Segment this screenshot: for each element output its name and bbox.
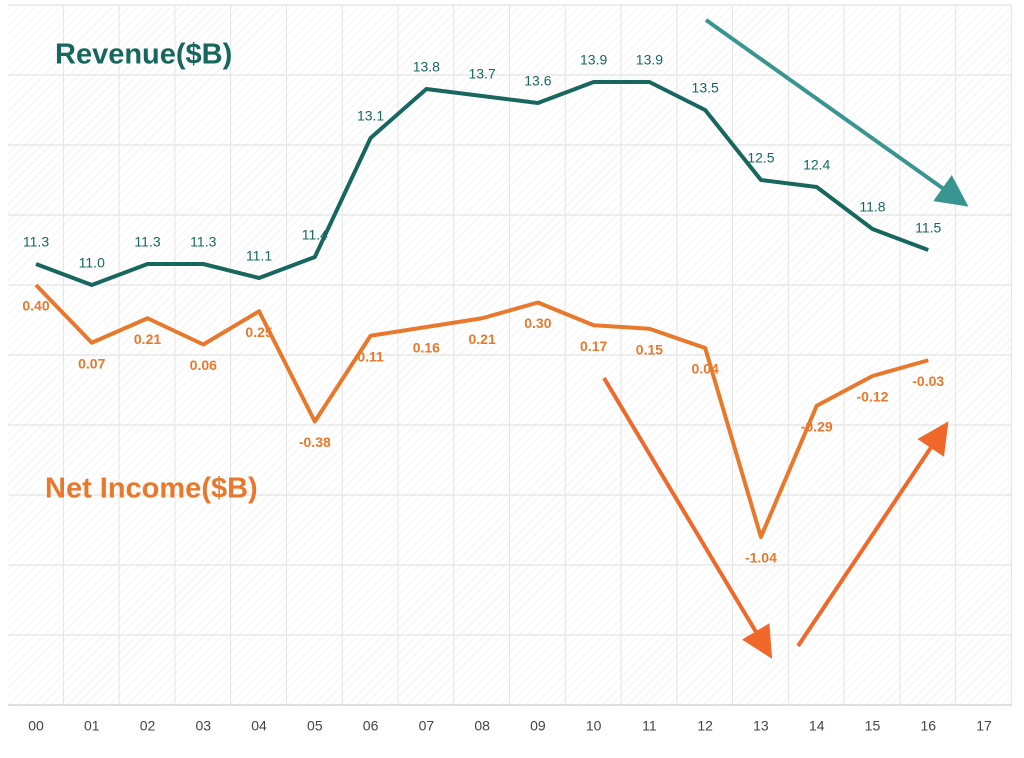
data-label: 11.0 <box>79 255 105 271</box>
x-tick-label: 08 <box>474 718 490 734</box>
series-title: Net Income($B) <box>45 473 258 505</box>
data-label: -0.38 <box>299 434 331 450</box>
data-label: 0.06 <box>190 357 217 373</box>
data-label: 13.6 <box>524 73 551 89</box>
data-label: 13.1 <box>357 108 384 124</box>
series-line <box>34 283 929 539</box>
x-tick-label: 17 <box>976 718 992 734</box>
data-label: 13.9 <box>580 52 607 68</box>
data-label: 0.17 <box>580 338 607 354</box>
x-tick-label: 15 <box>865 718 881 734</box>
data-label: -0.03 <box>912 373 944 389</box>
x-tick-label: 00 <box>28 718 44 734</box>
data-label: 11.1 <box>246 248 272 264</box>
trend-arrow <box>704 18 969 207</box>
data-label: 0.25 <box>245 324 272 340</box>
data-label: 13.8 <box>413 59 440 75</box>
x-tick-label: 09 <box>530 718 546 734</box>
x-tick-label: 01 <box>84 718 100 734</box>
data-label: 13.5 <box>692 80 719 96</box>
x-tick-label: 07 <box>419 718 435 734</box>
x-tick-label: 11 <box>642 718 657 734</box>
data-label: 11.8 <box>859 199 885 215</box>
x-tick-label: 14 <box>809 718 825 734</box>
data-label: 11.3 <box>190 234 216 250</box>
data-label: 0.40 <box>22 298 49 314</box>
series-line <box>35 80 929 287</box>
x-tick-label: 02 <box>140 718 156 734</box>
trend-arrow <box>602 376 773 659</box>
data-label: 11.3 <box>23 234 49 250</box>
data-label: 11.4 <box>302 227 328 243</box>
x-tick-label: 16 <box>920 718 936 734</box>
data-label: 0.30 <box>524 315 551 331</box>
data-label: -1.04 <box>745 550 777 566</box>
data-label: 0.11 <box>357 348 384 364</box>
x-tick-label: 06 <box>363 718 379 734</box>
x-tick-label: 10 <box>586 718 602 734</box>
x-tick-label: 03 <box>196 718 212 734</box>
data-label: 13.9 <box>636 52 663 68</box>
data-label: -0.29 <box>801 418 833 434</box>
data-label: 0.21 <box>134 331 161 347</box>
data-label: 0.04 <box>692 361 719 377</box>
series-title: Revenue($B) <box>55 39 232 71</box>
data-label: -0.12 <box>857 389 889 405</box>
data-label: 0.16 <box>413 340 440 356</box>
data-label: 13.7 <box>468 66 495 82</box>
data-label: 11.3 <box>134 234 160 250</box>
x-tick-label: 13 <box>753 718 769 734</box>
data-label: 0.21 <box>468 331 495 347</box>
data-label: 0.15 <box>636 341 663 357</box>
trend-arrow <box>796 421 949 648</box>
data-label: 12.4 <box>803 157 830 173</box>
x-tick-label: 05 <box>307 718 323 734</box>
data-label: 0.07 <box>78 355 105 371</box>
data-label: 11.5 <box>915 220 941 236</box>
data-label: 12.5 <box>747 150 774 166</box>
x-tick-label: 04 <box>251 718 267 734</box>
x-tick-label: 12 <box>697 718 713 734</box>
